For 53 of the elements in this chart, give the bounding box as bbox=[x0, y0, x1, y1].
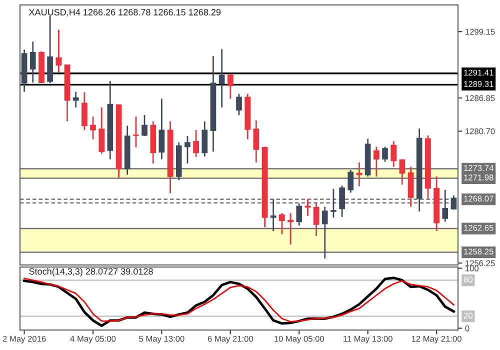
candlestick bbox=[279, 212, 285, 235]
chart-title: Stoch(14,3,3) 28.0727 39.0128 bbox=[29, 268, 153, 276]
candlestick bbox=[133, 116, 139, 148]
candlestick bbox=[382, 146, 388, 163]
candlestick bbox=[373, 146, 380, 178]
x-tick-label: 5 May 13:00 bbox=[139, 336, 184, 344]
x-tick-label: 10 May 05:00 bbox=[274, 336, 324, 344]
candlestick bbox=[218, 48, 225, 108]
candlestick bbox=[90, 116, 96, 140]
ref-line-label: 1291.41 bbox=[464, 70, 494, 76]
candlestick bbox=[193, 129, 199, 158]
candlestick bbox=[236, 93, 242, 116]
y-tick-label: 1280.70 bbox=[466, 128, 495, 134]
y-tick-label: 1286.85 bbox=[466, 95, 495, 102]
candlestick bbox=[442, 189, 448, 222]
candlestick bbox=[322, 206, 328, 260]
x-tick-label: 11 May 13:00 bbox=[344, 336, 392, 344]
y-tick-label: 1256.25 bbox=[466, 260, 495, 266]
ref-line-label: 1273.74 bbox=[464, 165, 494, 171]
ref-line-label: 1271.98 bbox=[464, 174, 494, 180]
x-tick-label: 2 May 2016 bbox=[2, 336, 46, 344]
candlestick bbox=[296, 202, 302, 226]
ref-line-label: 1289.31 bbox=[464, 81, 494, 87]
ref-line-label: 20 bbox=[464, 312, 472, 318]
ref-line-label: 1268.07 bbox=[464, 196, 494, 202]
ref-line-label: 80 bbox=[464, 276, 472, 282]
y-tick-label: 0 bbox=[465, 325, 470, 332]
candlestick bbox=[399, 158, 406, 186]
candlestick bbox=[313, 202, 320, 237]
chart-title: XAUUSD,H4 1266.26 1268.78 1266.15 1268.29 bbox=[28, 9, 221, 16]
candlestick bbox=[253, 120, 260, 164]
candlestick bbox=[339, 184, 345, 218]
x-tick-label: 12 May 21:00 bbox=[412, 336, 462, 344]
candlestick bbox=[158, 98, 165, 160]
ref-line-label: 1262.65 bbox=[464, 224, 494, 231]
candlestick bbox=[270, 198, 276, 232]
y-tick-label: 1299.15 bbox=[466, 28, 495, 35]
candlestick bbox=[98, 106, 105, 155]
candlestick bbox=[330, 188, 336, 218]
candlestick bbox=[184, 135, 190, 164]
candlestick bbox=[142, 114, 148, 137]
candlestick bbox=[81, 92, 88, 131]
candlestick bbox=[202, 120, 208, 158]
x-tick-label: 6 May 21:00 bbox=[208, 336, 254, 344]
candlestick bbox=[30, 40, 36, 84]
candlestick bbox=[227, 73, 234, 100]
x-tick-label: 4 May 05:00 bbox=[70, 336, 116, 344]
candlestick bbox=[288, 212, 294, 246]
candlestick bbox=[450, 194, 457, 210]
ref-line-label: 1258.25 bbox=[464, 248, 494, 255]
candlestick bbox=[56, 29, 62, 74]
candlestick bbox=[390, 140, 397, 168]
candlestick bbox=[348, 169, 354, 194]
